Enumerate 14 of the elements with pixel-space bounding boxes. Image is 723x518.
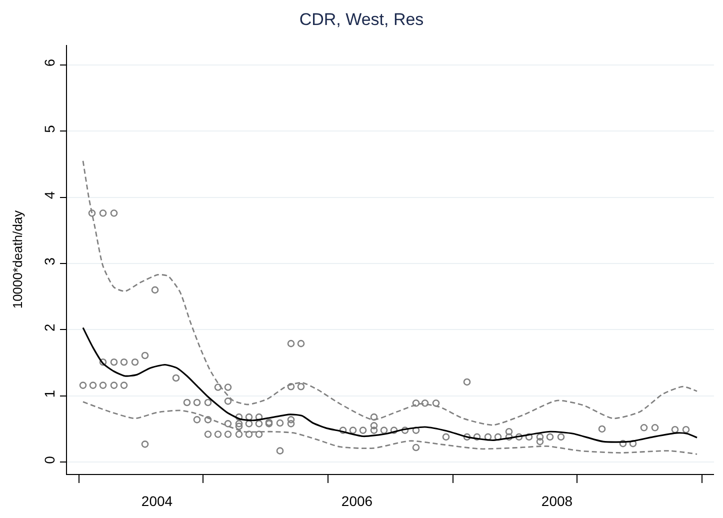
x-tick-label: 2004 [141, 492, 173, 509]
y-tick-label: 1 [41, 390, 58, 398]
y-axis-title: 10000*death/day [10, 210, 26, 309]
y-tick-label: 4 [41, 191, 58, 200]
line-series [82, 160, 698, 426]
y-tick-label: 0 [41, 456, 58, 464]
y-tick-label: 5 [41, 124, 58, 133]
y-tick-label: 2 [41, 323, 58, 332]
x-tick-label: 2008 [541, 492, 573, 509]
y-tick-label: 6 [41, 58, 58, 67]
y-tick-label: 3 [41, 257, 58, 266]
x-tick-label: 2006 [341, 492, 373, 509]
line-series [82, 401, 698, 455]
chart-title: CDR, West, Res [299, 10, 424, 29]
